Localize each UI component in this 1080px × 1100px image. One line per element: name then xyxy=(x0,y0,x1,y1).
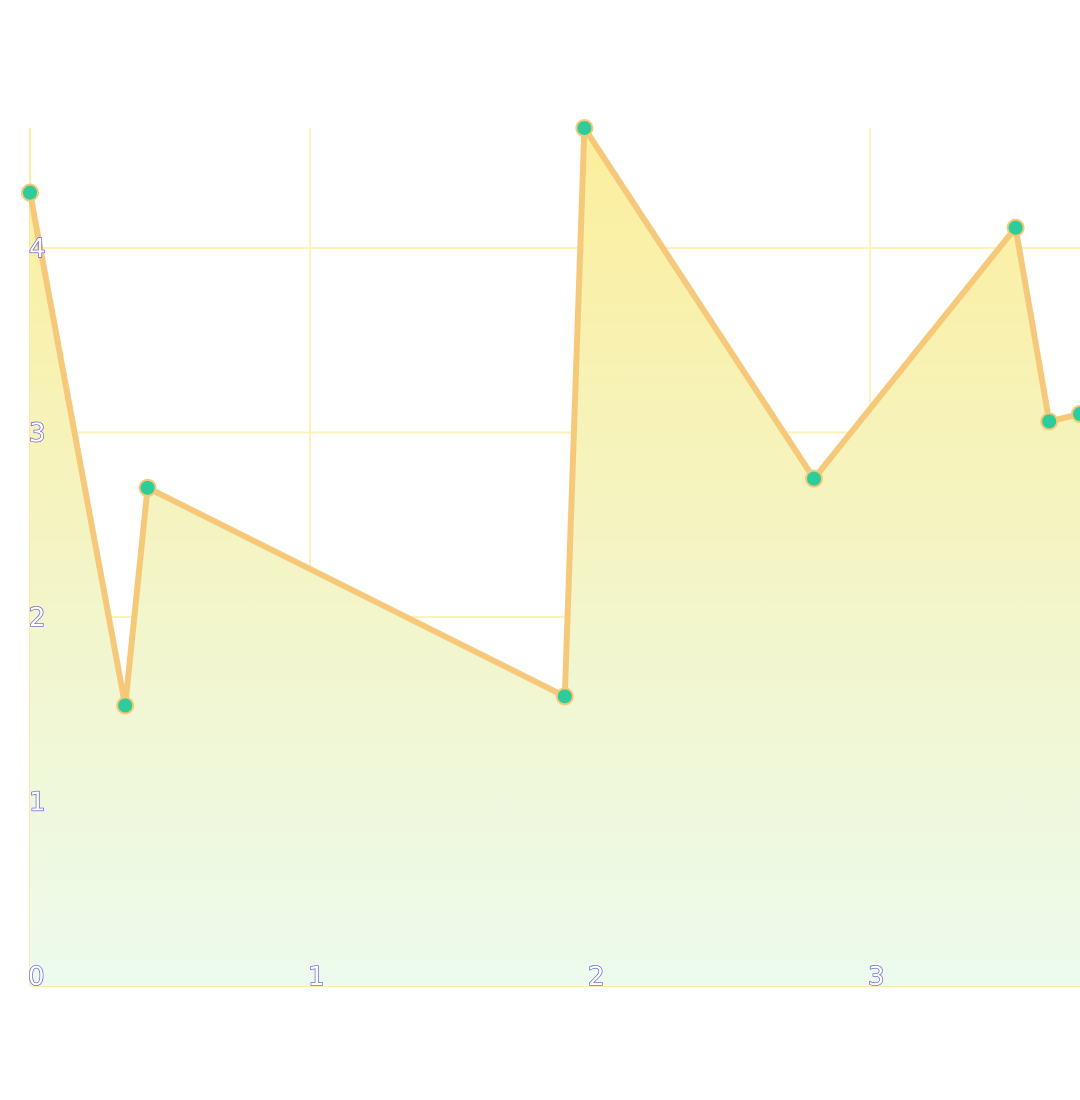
x-tick-label-0: 0 xyxy=(28,962,45,992)
data-point-0 xyxy=(21,183,39,202)
series-area xyxy=(30,128,1080,987)
data-point-5 xyxy=(805,469,823,488)
tick-labels: 1 2 3 4 0 1 2 3 xyxy=(27,233,885,992)
data-point-3 xyxy=(555,687,574,706)
data-point-8 xyxy=(1071,405,1080,424)
y-tick-label-1: 1 xyxy=(29,788,46,818)
y-tick-label-4: 4 xyxy=(29,234,46,264)
series-points xyxy=(21,119,1080,715)
x-tick-label-3: 3 xyxy=(868,962,885,992)
x-tick-label-2: 2 xyxy=(588,962,605,992)
x-tick-label-1: 1 xyxy=(308,962,325,992)
y-tick-label-2: 2 xyxy=(29,603,46,633)
data-point-2 xyxy=(138,478,157,497)
data-point-7 xyxy=(1040,412,1059,431)
data-point-4 xyxy=(575,119,594,138)
data-point-6 xyxy=(1006,218,1025,237)
y-tick-label-3: 3 xyxy=(29,419,46,449)
data-point-1 xyxy=(116,696,135,715)
